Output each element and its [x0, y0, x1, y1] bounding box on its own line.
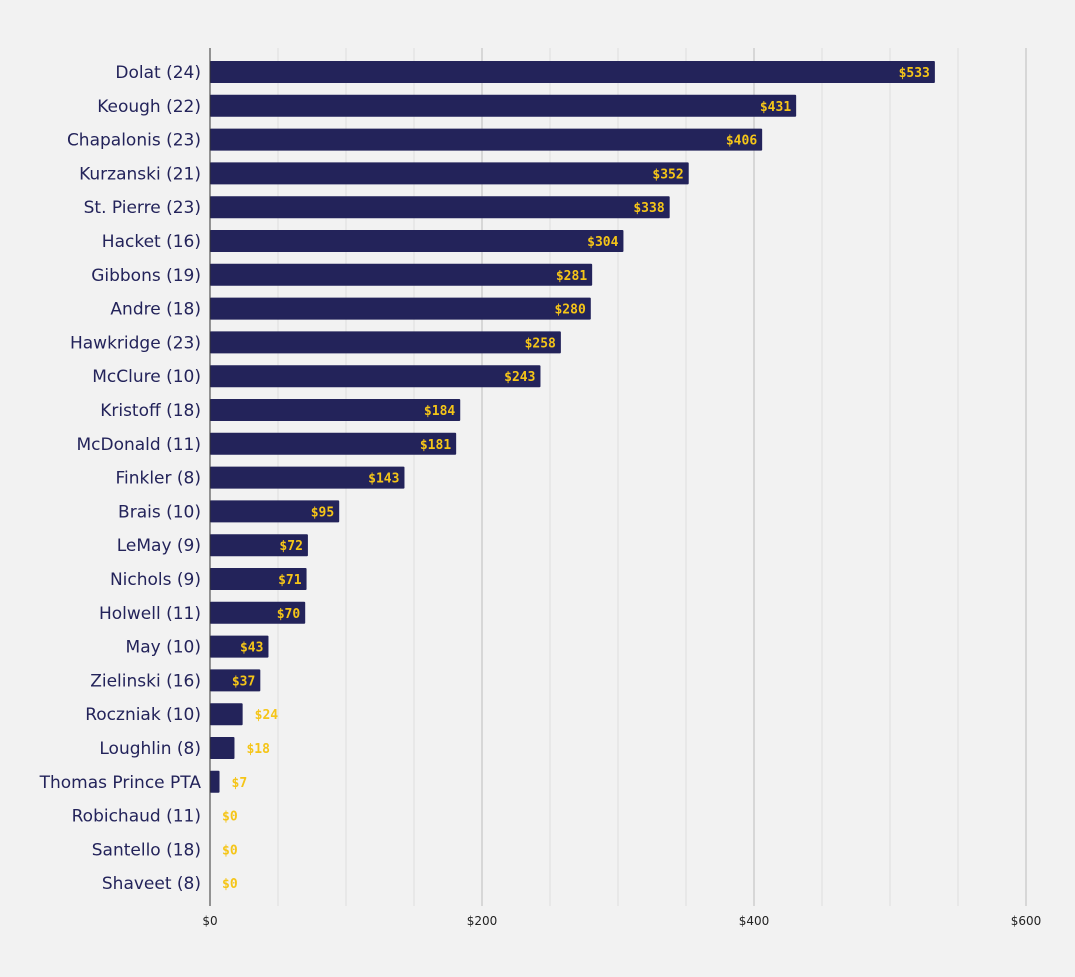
bar — [210, 61, 935, 83]
bar — [210, 196, 670, 219]
x-tick-label: $400 — [739, 914, 770, 928]
category-label: Gibbons (19) — [91, 266, 201, 286]
bar — [210, 230, 624, 252]
value-label: $0 — [222, 877, 238, 892]
category-label: Hacket (16) — [102, 232, 201, 252]
x-tick-label: $0 — [202, 914, 217, 928]
value-label: $71 — [278, 573, 302, 588]
category-label: Thomas Prince PTA — [39, 773, 202, 793]
value-label: $181 — [420, 438, 451, 453]
bars — [210, 61, 935, 793]
value-labels: $533 $431 $406 $352 $338 $304 $281 $280 $258 $243… — [222, 66, 930, 892]
value-label: $184 — [424, 404, 455, 419]
category-label: Kristoff (18) — [100, 401, 201, 421]
category-label: Hawkridge (23) — [70, 333, 201, 353]
value-label: $72 — [279, 539, 302, 554]
value-label: $258 — [525, 336, 556, 351]
bar — [210, 331, 561, 354]
value-label: $304 — [587, 235, 618, 250]
value-label: $352 — [652, 167, 683, 182]
value-label: $7 — [232, 776, 248, 791]
category-label: Shaveet (8) — [102, 874, 201, 894]
bar — [210, 534, 308, 557]
category-label: McDonald (11) — [76, 435, 201, 455]
value-label: $37 — [232, 674, 255, 689]
category-label: Santello (18) — [92, 840, 201, 860]
category-label: Loughlin (8) — [99, 739, 201, 759]
category-label: McClure (10) — [92, 367, 201, 387]
value-label: $43 — [240, 641, 263, 656]
x-tick-label: $200 — [467, 914, 498, 928]
bar — [210, 601, 306, 624]
category-label: Kurzanski (21) — [79, 164, 201, 184]
category-label: Chapalonis (23) — [67, 131, 201, 151]
x-axis-ticks: $0 $200 $400 $600 — [202, 914, 1041, 928]
value-label: $0 — [222, 810, 238, 825]
category-label: Roczniak (10) — [85, 705, 201, 725]
value-label: $143 — [368, 472, 399, 487]
bar — [210, 770, 220, 793]
value-label: $18 — [246, 742, 270, 757]
category-label: Brais (10) — [118, 502, 201, 522]
category-label: May (10) — [126, 638, 201, 658]
bar — [210, 703, 243, 726]
category-label: Keough (22) — [97, 97, 201, 117]
bar — [210, 128, 763, 151]
bar — [210, 635, 269, 658]
category-label: Zielinski (16) — [90, 671, 201, 691]
bar — [210, 94, 797, 117]
bar — [210, 365, 541, 388]
bar — [210, 568, 307, 590]
bar — [210, 399, 461, 421]
bar — [210, 466, 405, 489]
bar — [210, 669, 261, 692]
bar — [210, 737, 235, 759]
value-label: $70 — [277, 607, 301, 622]
category-label: Finkler (8) — [115, 469, 201, 489]
value-label: $431 — [760, 100, 791, 115]
category-label: Andre (18) — [110, 300, 201, 320]
value-label: $24 — [255, 708, 279, 723]
x-tick-label: $600 — [1011, 914, 1042, 928]
category-label: Dolat (24) — [115, 63, 201, 83]
grid-lines — [277, 48, 1027, 906]
bar — [210, 432, 457, 455]
value-label: $0 — [222, 843, 238, 858]
bar — [210, 500, 340, 523]
value-label: $281 — [556, 269, 587, 284]
value-label: $338 — [633, 201, 664, 216]
value-label: $243 — [504, 370, 535, 385]
category-label: Nichols (9) — [110, 570, 201, 590]
category-label: St. Pierre (23) — [84, 198, 201, 218]
category-label: Robichaud (11) — [72, 807, 201, 827]
value-label: $95 — [311, 505, 334, 520]
bar — [210, 162, 689, 185]
category-label: LeMay (9) — [117, 536, 201, 556]
category-labels: Dolat (24) Keough (22) Chapalonis (23) Kurz… — [39, 63, 202, 894]
category-label: Holwell (11) — [99, 604, 201, 624]
value-label: $533 — [899, 66, 930, 81]
value-label: $280 — [554, 303, 585, 318]
bar — [210, 297, 591, 320]
value-label: $406 — [726, 134, 757, 149]
bar — [210, 263, 593, 286]
